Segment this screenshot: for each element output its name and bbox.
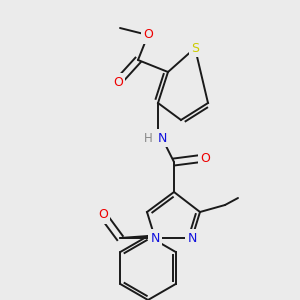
Text: O: O	[98, 208, 108, 221]
Text: H: H	[144, 131, 152, 145]
Text: N: N	[187, 232, 197, 244]
Text: N: N	[157, 131, 167, 145]
Text: O: O	[113, 76, 123, 88]
Text: O: O	[143, 28, 153, 41]
Text: S: S	[191, 41, 199, 55]
Text: O: O	[200, 152, 210, 164]
Text: N: N	[150, 232, 160, 244]
